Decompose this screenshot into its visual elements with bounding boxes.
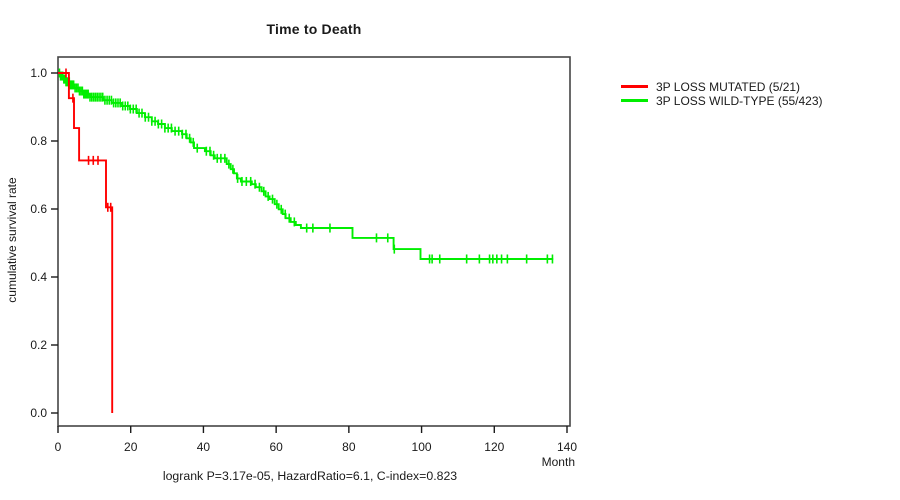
- legend: 3P LOSS MUTATED (5/21) 3P LOSS WILD-TYPE…: [621, 80, 823, 108]
- legend-row-mutated: 3P LOSS MUTATED (5/21): [621, 79, 823, 94]
- y-tick-label: 0.4: [30, 270, 47, 284]
- x-axis-label: Month: [541, 455, 575, 469]
- x-tick-label: 140: [557, 440, 577, 454]
- legend-line-swatch-green: [621, 99, 648, 102]
- survival-curve: [58, 72, 114, 413]
- legend-line-swatch-red: [621, 85, 648, 88]
- x-tick-label: 60: [269, 440, 283, 454]
- x-tick-label: 120: [484, 440, 504, 454]
- x-tick-label: 20: [124, 440, 138, 454]
- plot-border: [57, 56, 571, 427]
- stats-annotation: logrank P=3.17e-05, HazardRatio=6.1, C-i…: [162, 469, 458, 483]
- x-tick-label: 40: [197, 440, 211, 454]
- legend-label-mutated: 3P LOSS MUTATED (5/21): [656, 79, 801, 94]
- y-tick-label: 0.8: [30, 134, 47, 148]
- y-tick-label: 0.6: [30, 202, 47, 216]
- legend-label-wildtype: 3P LOSS WILD-TYPE (55/423): [656, 93, 823, 108]
- survival-curve: [58, 72, 554, 260]
- x-tick-label: 0: [55, 440, 62, 454]
- x-tick-label: 80: [342, 440, 356, 454]
- chart-title: Time to Death: [266, 21, 362, 37]
- legend-row-wildtype: 3P LOSS WILD-TYPE (55/423): [621, 93, 823, 108]
- y-axis-label: cumulative survival rate: [5, 177, 19, 303]
- x-tick-label: 100: [412, 440, 432, 454]
- y-tick-label: 1.0: [30, 66, 47, 80]
- y-tick-label: 0.2: [30, 338, 47, 352]
- y-tick-label: 0.0: [30, 406, 47, 420]
